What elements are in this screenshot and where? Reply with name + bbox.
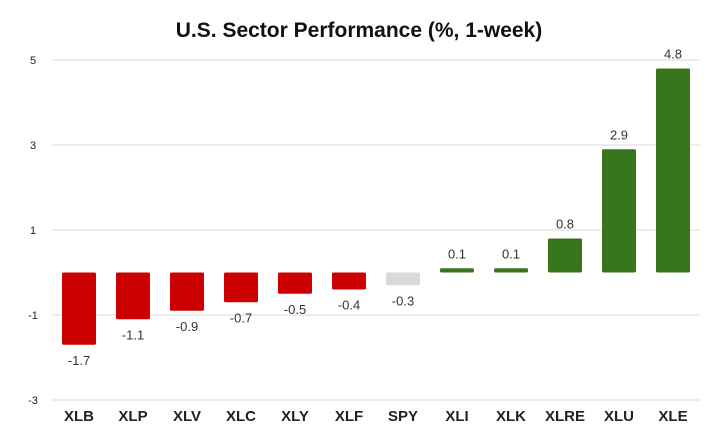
data-label-xlre: 0.8 bbox=[556, 217, 574, 232]
bar-xly bbox=[278, 272, 312, 294]
chart-title: U.S. Sector Performance (%, 1-week) bbox=[176, 19, 542, 42]
y-tick-label: 3 bbox=[30, 140, 36, 152]
bar-xlv bbox=[170, 272, 204, 311]
x-tick-label-spy: SPY bbox=[388, 408, 418, 425]
x-tick-label-xle: XLE bbox=[658, 408, 687, 425]
bar-xli bbox=[440, 268, 474, 273]
x-tick-label-xli: XLI bbox=[445, 408, 468, 425]
data-label-spy: -0.3 bbox=[392, 293, 414, 308]
x-tick-label-xlp: XLP bbox=[118, 408, 147, 425]
bar-xlf bbox=[332, 272, 366, 290]
bar-xlk bbox=[494, 268, 528, 273]
data-label-xlu: 2.9 bbox=[610, 127, 628, 142]
data-label-xly: -0.5 bbox=[284, 302, 306, 317]
data-label-xlc: -0.7 bbox=[230, 310, 252, 325]
x-tick-label-xlc: XLC bbox=[226, 408, 256, 425]
bars bbox=[62, 68, 690, 345]
data-label-xlv: -0.9 bbox=[176, 319, 198, 334]
bar-xlp bbox=[116, 272, 150, 320]
bar-xlre bbox=[548, 238, 582, 273]
data-label-xli: 0.1 bbox=[448, 246, 466, 261]
x-tick-label-xlv: XLV bbox=[173, 408, 201, 425]
y-tick-label: 1 bbox=[30, 225, 36, 237]
data-label-xle: 4.8 bbox=[664, 47, 682, 62]
data-label-xlk: 0.1 bbox=[502, 246, 520, 261]
bar-xle bbox=[656, 68, 690, 273]
y-axis-ticks: 5 3 1 -1 -3 bbox=[28, 55, 38, 407]
x-axis-ticks: XLB XLP XLV XLC XLY XLF SPY XLI XLK XLRE XLU XLE bbox=[64, 408, 688, 425]
y-tick-label: -1 bbox=[28, 310, 38, 322]
x-tick-label-xlf: XLF bbox=[335, 408, 363, 425]
data-labels: -1.7 -1.1 -0.9 -0.7 -0.5 -0.4 -0.3 0.1 0.1 0.8 2.9… bbox=[68, 47, 682, 368]
x-tick-label-xly: XLY bbox=[281, 408, 309, 425]
y-tick-label: -3 bbox=[28, 395, 38, 407]
x-tick-label-xlb: XLB bbox=[64, 408, 94, 425]
bar-spy bbox=[386, 272, 420, 286]
x-tick-label-xlk: XLK bbox=[496, 408, 526, 425]
x-tick-label-xlre: XLRE bbox=[545, 408, 585, 425]
gridlines bbox=[52, 59, 700, 401]
bar-xlc bbox=[224, 272, 258, 303]
data-label-xlp: -1.1 bbox=[122, 327, 144, 342]
data-label-xlb: -1.7 bbox=[68, 353, 90, 368]
data-label-xlf: -0.4 bbox=[338, 298, 360, 313]
bar-xlu bbox=[602, 149, 636, 273]
x-tick-label-xlu: XLU bbox=[604, 408, 634, 425]
bar-xlb bbox=[62, 272, 96, 345]
y-tick-label: 5 bbox=[30, 55, 36, 67]
